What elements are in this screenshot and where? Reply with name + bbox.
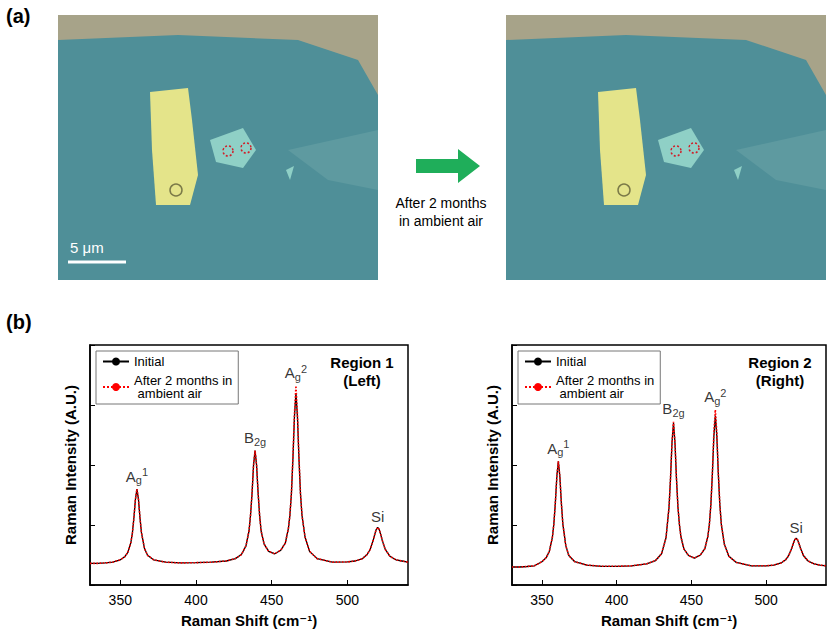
svg-text:Si: Si: [789, 519, 802, 536]
svg-text:Initial: Initial: [556, 354, 586, 369]
svg-text:2: 2: [720, 387, 726, 399]
svg-text:g: g: [557, 446, 564, 459]
svg-text:2g: 2g: [672, 407, 684, 419]
svg-text:350: 350: [530, 592, 554, 608]
svg-text:450: 450: [260, 592, 284, 608]
svg-text:Raman Shift (cm⁻¹): Raman Shift (cm⁻¹): [601, 612, 737, 629]
svg-text:Raman Shift (cm⁻¹): Raman Shift (cm⁻¹): [181, 612, 317, 629]
svg-text:(Left): (Left): [343, 372, 381, 389]
svg-text:(Right): (Right): [756, 372, 804, 389]
svg-text:g: g: [135, 474, 142, 486]
svg-text:After 2 months: After 2 months: [395, 195, 486, 211]
svg-text:2g: 2g: [254, 436, 266, 448]
svg-text:A: A: [285, 364, 295, 381]
svg-text:B: B: [662, 400, 672, 417]
svg-text:Raman Intensity (A.U.): Raman Intensity (A.U.): [484, 385, 501, 545]
svg-text:Initial: Initial: [134, 354, 164, 369]
svg-text:500: 500: [336, 592, 360, 608]
svg-text:1: 1: [142, 466, 148, 478]
svg-text:(b): (b): [6, 311, 32, 333]
svg-text:(a): (a): [6, 5, 30, 27]
svg-text:A: A: [126, 468, 136, 485]
svg-text:ambient air: ambient air: [134, 386, 203, 401]
svg-text:A: A: [547, 440, 557, 457]
svg-text:g: g: [714, 394, 721, 407]
svg-text:2: 2: [301, 363, 307, 375]
svg-text:Region 2: Region 2: [748, 354, 811, 371]
svg-text:400: 400: [184, 592, 208, 608]
svg-text:450: 450: [680, 592, 704, 608]
svg-text:in ambient air: in ambient air: [399, 213, 483, 229]
svg-text:After 2 months in: After 2 months in: [134, 373, 233, 388]
svg-text:Si: Si: [371, 508, 384, 525]
svg-text:Region 1: Region 1: [330, 354, 393, 371]
svg-text:Raman Intensity (A.U.): Raman Intensity (A.U.): [62, 385, 79, 545]
svg-text:After 2 months in: After 2 months in: [556, 373, 655, 388]
svg-text:1: 1: [563, 438, 569, 450]
svg-text:500: 500: [755, 592, 779, 608]
svg-text:5 μm: 5 μm: [70, 239, 104, 256]
svg-text:400: 400: [605, 592, 629, 608]
svg-text:ambient air: ambient air: [556, 386, 625, 401]
svg-text:A: A: [704, 388, 714, 405]
svg-text:B: B: [244, 429, 254, 446]
svg-text:350: 350: [109, 592, 133, 608]
svg-text:g: g: [294, 370, 301, 383]
